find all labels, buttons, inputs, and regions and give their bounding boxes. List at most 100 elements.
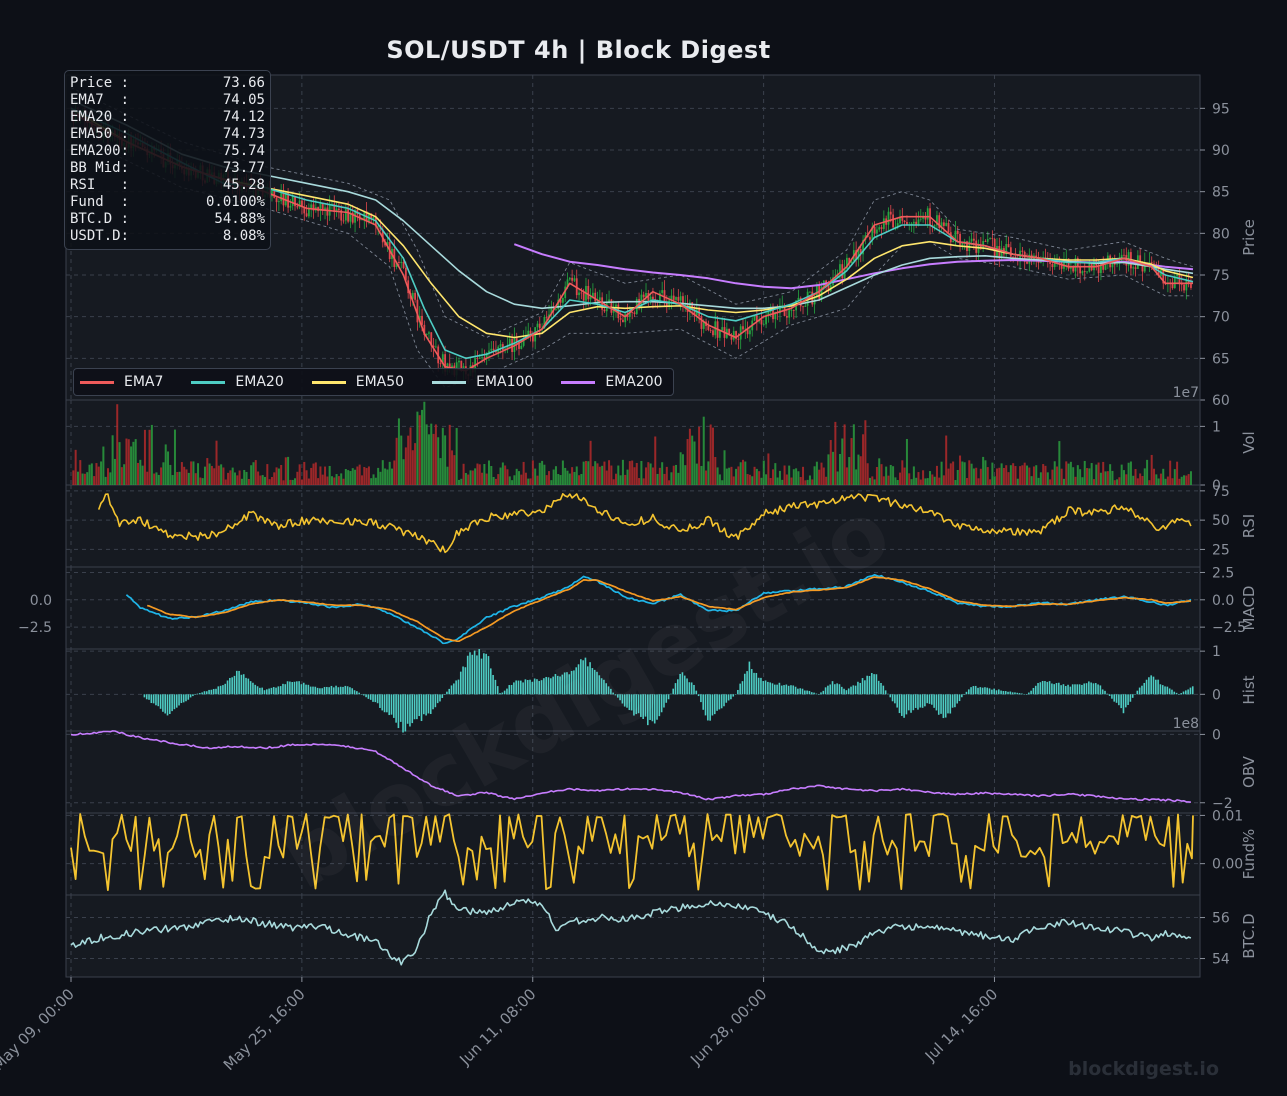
y-tick-label: 95 xyxy=(1212,101,1230,117)
volume-bar xyxy=(1007,472,1010,485)
macd-histogram-bar xyxy=(894,694,896,704)
candle-body xyxy=(400,261,403,264)
volume-bar xyxy=(515,468,518,485)
macd-histogram-bar xyxy=(1148,677,1150,695)
candle-body xyxy=(945,222,948,226)
ema-line-ema7 xyxy=(70,111,1193,372)
volume-bar xyxy=(929,471,932,485)
candle-body xyxy=(310,204,313,210)
candle-body xyxy=(439,363,442,365)
volume-bar xyxy=(815,461,818,485)
candle-body xyxy=(1150,262,1153,264)
info-value: 0.0100% xyxy=(205,194,265,210)
volume-bar xyxy=(698,426,701,485)
volume-bar xyxy=(1060,468,1063,485)
volume-bar xyxy=(282,480,285,485)
x-tick-label: Jun 11, 08:00 xyxy=(455,985,539,1069)
macd-histogram-bar xyxy=(302,682,305,695)
legend-swatch xyxy=(432,380,467,384)
candle-body xyxy=(804,305,807,307)
macd-histogram-bar xyxy=(797,688,799,695)
volume-bar xyxy=(552,469,555,485)
candle-body xyxy=(428,332,430,334)
macd-histogram-bar xyxy=(635,694,638,715)
volume-bar xyxy=(291,479,294,485)
macd-histogram-bar xyxy=(332,687,335,695)
volume-bar xyxy=(215,440,218,485)
macd-histogram-bar xyxy=(591,668,594,695)
volume-bar xyxy=(208,463,211,485)
macd-histogram-bar xyxy=(217,686,220,695)
volume-bar xyxy=(769,478,772,485)
macd-histogram-bar xyxy=(575,667,578,695)
candle-body xyxy=(548,314,550,317)
macd-histogram-bar xyxy=(979,687,982,695)
macd-histogram-bar xyxy=(732,694,735,697)
volume-bar xyxy=(968,460,971,485)
macd-histogram-bar xyxy=(245,677,247,695)
macd-histogram-bar xyxy=(189,694,192,698)
volume-bar xyxy=(132,441,135,485)
volume-bar xyxy=(430,423,433,485)
macd-histogram-bar xyxy=(723,694,725,707)
macd-histogram-bar xyxy=(563,672,566,695)
macd-histogram-bar xyxy=(1051,683,1053,695)
macd-histogram-bar xyxy=(524,679,527,695)
macd-histogram-bar xyxy=(586,666,589,695)
macd-histogram-bar xyxy=(173,694,176,710)
macd-histogram-bar xyxy=(540,680,543,695)
macd-histogram-bar xyxy=(284,684,287,695)
macd-histogram-bar xyxy=(995,690,998,695)
candle-body xyxy=(700,316,703,329)
legend-swatch xyxy=(311,380,346,384)
volume-bar xyxy=(1120,464,1123,485)
candle-body xyxy=(1081,271,1084,274)
candle-body xyxy=(952,240,955,243)
volume-bar xyxy=(268,479,271,485)
volume-bar xyxy=(663,473,666,485)
macd-histogram-bar xyxy=(372,694,374,702)
volume-bar xyxy=(416,411,419,485)
macd-histogram-bar xyxy=(369,694,372,700)
macd-histogram-bar xyxy=(1111,694,1113,699)
volume-bar xyxy=(548,471,551,485)
macd-histogram-bar xyxy=(674,683,677,695)
candle-body xyxy=(1030,254,1033,262)
macd-histogram-bar xyxy=(1164,686,1166,695)
volume-bar xyxy=(467,474,470,485)
macd-histogram-bar xyxy=(358,692,360,695)
candle-body xyxy=(721,327,724,331)
macd-histogram-bar xyxy=(462,666,464,695)
candle-body xyxy=(679,296,682,301)
volume-bar xyxy=(432,433,435,485)
candle-body xyxy=(580,292,583,294)
macd-histogram-bar xyxy=(478,649,481,695)
candle-body xyxy=(859,249,862,255)
volume-bar xyxy=(1102,461,1105,485)
candle-body xyxy=(882,218,885,229)
volume-bar xyxy=(264,476,267,485)
macd-histogram-bar xyxy=(598,675,601,695)
macd-histogram-bar xyxy=(307,684,310,695)
x-tick-label: Jun 28, 00:00 xyxy=(686,985,770,1069)
volume-bar xyxy=(665,466,668,485)
macd-histogram-bar xyxy=(392,694,395,718)
macd-histogram-bar xyxy=(806,690,808,695)
volume-bar xyxy=(1187,474,1190,485)
macd-histogram-bar xyxy=(519,680,522,695)
volume-bar xyxy=(931,474,934,485)
macd-histogram-bar xyxy=(194,694,197,695)
candle-body xyxy=(377,225,380,227)
info-row: USDT.D: 8.08% xyxy=(70,228,265,245)
candle-body xyxy=(608,299,610,303)
candle-body xyxy=(1139,255,1142,263)
macd-histogram-bar xyxy=(425,694,427,716)
volume-bar xyxy=(589,440,592,485)
volume-bar xyxy=(1067,463,1070,485)
candle-body xyxy=(1074,258,1077,272)
y-tick-label: 56 xyxy=(1212,911,1230,927)
volume-bar xyxy=(360,475,363,485)
volume-bar xyxy=(1019,466,1022,485)
candle-body xyxy=(527,330,530,335)
volume-bar xyxy=(247,478,250,485)
